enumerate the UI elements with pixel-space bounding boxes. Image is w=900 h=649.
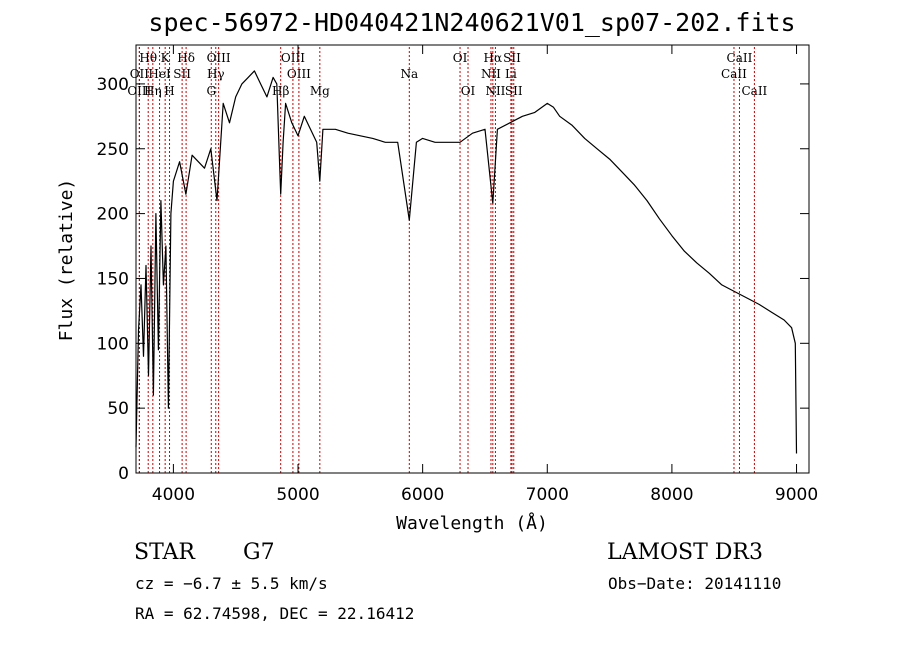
- line-label-13: OIII: [281, 51, 305, 65]
- line-label-26: CaII: [721, 67, 747, 81]
- y-tick-label-3: 150: [97, 269, 129, 289]
- line-label-1: OII: [130, 67, 150, 81]
- x-tick-label-1: 5000: [276, 485, 319, 505]
- y-axis-label: Flux (relative): [56, 179, 77, 342]
- survey-name: LAMOST DR3: [607, 540, 763, 565]
- object-class: STAR: [134, 540, 195, 565]
- line-label-21: NII: [485, 84, 505, 98]
- line-label-22: SII: [503, 51, 521, 65]
- chart-title: spec-56972-HD040421N240621V01_sp07-202.f…: [148, 8, 795, 37]
- y-tick-label-1: 50: [107, 399, 129, 419]
- redshift-text: cz = −6.7 ± 5.5 km/s: [135, 574, 328, 593]
- y-axis-ticks: 0 50 100 150 200 250 300: [97, 75, 809, 484]
- x-tick-label-0: 4000: [152, 485, 195, 505]
- line-label-17: OI: [453, 51, 468, 65]
- y-tick-label-2: 100: [97, 334, 129, 354]
- y-tick-label-0: 0: [118, 464, 129, 484]
- y-tick-label-4: 200: [97, 205, 129, 225]
- spectrum-line: [135, 70, 798, 454]
- x-axis-label: Wavelength (Å): [396, 512, 548, 534]
- line-label-12: Hβ: [272, 84, 289, 98]
- line-label-6: SII: [173, 67, 191, 81]
- line-marker-labels: Hθ OII OIII K HeI Hη SII H Hδ OIII Hγ G Hβ OIII OIII Mg…: [127, 51, 767, 98]
- coordinates: RA = 62.74598, DEC = 22.16412: [135, 604, 415, 623]
- y-tick-label-6: 300: [97, 75, 129, 95]
- line-label-10: Hγ: [207, 67, 225, 81]
- line-label-3: K: [161, 51, 171, 65]
- line-label-0: Hθ: [139, 51, 157, 65]
- line-label-15: Mg: [310, 84, 330, 98]
- line-label-4: HeI: [148, 67, 171, 81]
- obs-date: Obs−Date: 20141110: [608, 574, 782, 593]
- line-label-20: NII: [481, 67, 501, 81]
- x-axis-ticks: 4000 5000 6000 7000 8000 9000: [152, 45, 818, 505]
- subclass: G7: [243, 540, 275, 565]
- line-label-25: CaII: [727, 51, 753, 65]
- line-markers: [138, 47, 755, 473]
- line-label-18: OI: [461, 84, 476, 98]
- x-tick-label-5: 9000: [775, 485, 818, 505]
- line-label-7: H: [164, 84, 174, 98]
- line-label-23: Li: [505, 67, 517, 81]
- x-tick-label-3: 7000: [526, 485, 569, 505]
- x-tick-label-4: 8000: [650, 485, 693, 505]
- y-tick-label-5: 250: [97, 140, 129, 160]
- line-label-2: OIII: [127, 84, 151, 98]
- line-label-16: Na: [400, 67, 418, 81]
- line-label-9: OIII: [207, 51, 231, 65]
- line-label-11: G: [206, 84, 216, 98]
- x-tick-label-2: 6000: [401, 485, 444, 505]
- line-label-24: SII: [505, 84, 523, 98]
- line-label-5: Hη: [144, 84, 162, 98]
- line-label-19: Hα: [484, 51, 503, 65]
- line-label-27: CaII: [741, 84, 767, 98]
- line-label-14: OIII: [287, 67, 311, 81]
- line-label-8: Hδ: [177, 51, 195, 65]
- plot-frame: [135, 44, 810, 474]
